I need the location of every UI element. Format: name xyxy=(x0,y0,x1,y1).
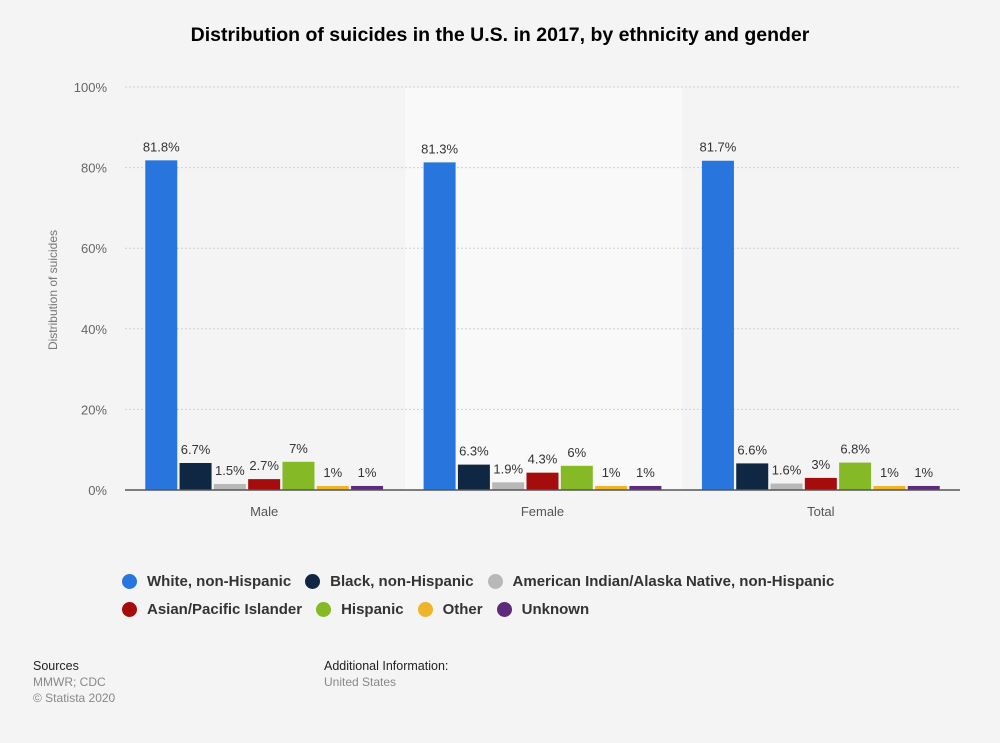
legend-label: Hispanic xyxy=(341,600,404,618)
gridlines xyxy=(125,86,960,410)
bar-chart: 0% 20% 40% 60% 80% 100% Distribution of suici… xyxy=(46,80,960,519)
bar[interactable] xyxy=(873,485,906,490)
y-axis-ticks: 0% 20% 40% 60% 80% 100% xyxy=(74,80,108,498)
data-label: 6.6% xyxy=(737,442,767,457)
additional-info-block: Additional Information: United States xyxy=(324,658,448,690)
bar[interactable] xyxy=(213,483,246,490)
bar[interactable] xyxy=(770,483,803,490)
legend-row: Asian/Pacific Islander Hispanic Other Unkno… xyxy=(122,595,922,623)
data-label: 81.7% xyxy=(699,140,736,155)
copyright-text: © Statista 2020 xyxy=(33,691,116,705)
data-label: 81.8% xyxy=(143,139,180,154)
bar[interactable] xyxy=(316,485,349,490)
data-label: 3% xyxy=(811,457,830,472)
sources-heading: Sources xyxy=(33,659,79,673)
legend-color-dot-icon xyxy=(122,601,137,617)
data-label: 6.7% xyxy=(181,442,211,457)
data-label: 6.3% xyxy=(459,444,489,459)
bar[interactable] xyxy=(457,464,490,490)
legend: White, non-Hispanic Black, non-Hispanic Am… xyxy=(122,567,922,623)
legend-color-dot-icon xyxy=(417,601,433,617)
legend-item[interactable]: Asian/Pacific Islander xyxy=(122,601,302,618)
legend-color-dot-icon xyxy=(496,601,512,617)
bar[interactable] xyxy=(282,461,315,490)
legend-label: Unknown xyxy=(521,600,590,618)
legend-item[interactable]: Other xyxy=(417,600,483,618)
chart-title: Distribution of suicides in the U.S. in … xyxy=(190,24,810,46)
y-tick-label: 0% xyxy=(88,483,107,498)
y-tick-label: 80% xyxy=(81,161,107,176)
sources-block: Sources MMWR; CDC © Statista 2020 xyxy=(33,658,115,706)
x-tick-label: Male xyxy=(250,504,278,519)
legend-item[interactable]: American Indian/Alaska Native, non-Hispa… xyxy=(487,572,835,590)
x-axis-ticks: Male Female Total xyxy=(250,504,835,519)
legend-color-dot-icon xyxy=(487,573,503,589)
legend-label: Asian/Pacific Islander xyxy=(147,600,303,618)
bar[interactable] xyxy=(804,477,837,490)
legend-item[interactable]: Unknown xyxy=(496,600,590,618)
x-tick-label: Female xyxy=(521,504,564,519)
legend-row: White, non-Hispanic Black, non-Hispanic Am… xyxy=(122,567,922,595)
data-label: 1% xyxy=(880,465,899,480)
data-label: 81.3% xyxy=(421,141,458,156)
bar[interactable] xyxy=(351,485,384,490)
data-label: 7% xyxy=(289,441,308,456)
data-label: 2.7% xyxy=(249,458,279,473)
data-label: 4.3% xyxy=(528,452,558,467)
bar[interactable] xyxy=(839,462,872,490)
legend-color-dot-icon xyxy=(316,601,332,617)
bar[interactable] xyxy=(595,485,628,490)
bars xyxy=(145,160,940,490)
y-tick-label: 40% xyxy=(81,322,107,337)
bar[interactable] xyxy=(907,485,940,490)
legend-item[interactable]: White, non-Hispanic xyxy=(122,573,291,590)
bar[interactable] xyxy=(701,160,734,490)
y-tick-label: 60% xyxy=(81,241,107,256)
legend-label: Black, non-Hispanic xyxy=(330,572,474,590)
additional-info-text: United States xyxy=(324,675,397,689)
data-label: 1.6% xyxy=(772,463,802,478)
legend-item[interactable]: Hispanic xyxy=(316,601,404,618)
sources-text[interactable]: MMWR; CDC xyxy=(33,675,106,689)
bar[interactable] xyxy=(629,485,662,490)
data-label: 1% xyxy=(914,465,933,480)
bar[interactable] xyxy=(736,463,769,490)
bar[interactable] xyxy=(560,465,593,490)
bar[interactable] xyxy=(492,482,525,490)
y-tick-label: 20% xyxy=(81,402,107,417)
bar[interactable] xyxy=(526,472,559,490)
legend-item[interactable]: Black, non-Hispanic xyxy=(305,572,474,590)
data-label: 1.9% xyxy=(493,461,523,476)
data-label: 1% xyxy=(323,465,342,480)
additional-info-heading: Additional Information: xyxy=(324,659,449,673)
data-label: 1% xyxy=(358,465,377,480)
legend-color-dot-icon xyxy=(305,573,321,589)
x-tick-label: Total xyxy=(807,504,835,519)
legend-label: American Indian/Alaska Native, non-Hispa… xyxy=(512,572,835,590)
y-axis-label: Distribution of suicides xyxy=(46,230,60,350)
data-label: 1.5% xyxy=(215,463,245,478)
data-label: 6.8% xyxy=(840,442,870,457)
bar[interactable] xyxy=(248,479,281,490)
bar[interactable] xyxy=(423,162,456,490)
bar[interactable] xyxy=(179,462,212,490)
bar[interactable] xyxy=(145,160,178,490)
data-label: 1% xyxy=(602,465,621,480)
data-labels: 81.8% 6.7% 1.5% 2.7% 7% 1% 1% 81.3% 6.3% 1.9% 4.3%… xyxy=(143,139,934,480)
legend-color-dot-icon xyxy=(122,573,137,589)
data-label: 6% xyxy=(567,445,586,460)
y-tick-label: 100% xyxy=(74,80,108,95)
legend-label: White, non-Hispanic xyxy=(147,572,292,590)
data-label: 1% xyxy=(636,465,655,480)
legend-label: Other xyxy=(442,600,483,618)
